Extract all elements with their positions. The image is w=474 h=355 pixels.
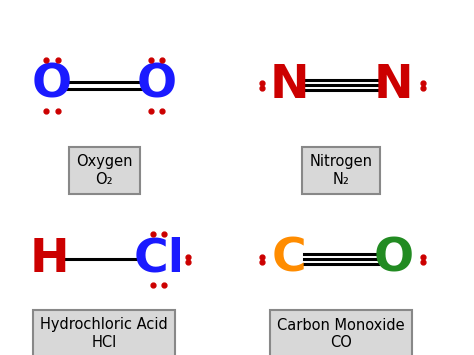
- Text: Oxygen
O₂: Oxygen O₂: [76, 154, 133, 187]
- Text: O: O: [137, 63, 176, 108]
- Text: H: H: [30, 237, 70, 282]
- Text: O: O: [32, 63, 72, 108]
- Text: Carbon Monoxide
CO: Carbon Monoxide CO: [277, 317, 405, 350]
- Text: Nitrogen
N₂: Nitrogen N₂: [310, 154, 373, 187]
- Text: Hydrochloric Acid
HCl: Hydrochloric Acid HCl: [40, 317, 168, 350]
- Text: N: N: [374, 63, 413, 108]
- Text: Cl: Cl: [133, 237, 184, 282]
- Text: O: O: [374, 237, 413, 282]
- Text: C: C: [272, 237, 307, 282]
- Text: N: N: [269, 63, 309, 108]
